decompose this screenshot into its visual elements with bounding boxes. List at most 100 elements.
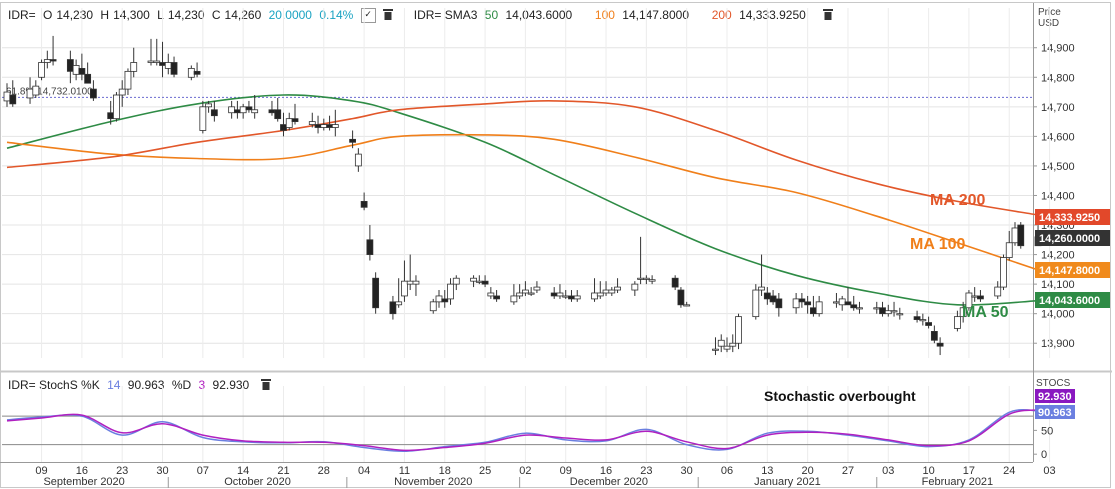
candle (26, 88, 34, 99)
candles (3, 35, 1042, 356)
change-pct: 0.14% (319, 8, 354, 22)
x-tick-label: 11 (399, 465, 410, 477)
x-tick-label: 09 (35, 465, 47, 477)
x-tick-label: 16 (76, 465, 88, 477)
d-value-tag-text: 92.930 (1038, 391, 1072, 403)
k-value: 90.963 (127, 378, 165, 392)
candle (447, 283, 454, 300)
candle (965, 292, 973, 309)
fib-label: 61.8% 14,732.0100 (6, 86, 93, 97)
candle (475, 280, 483, 283)
candle (326, 124, 333, 128)
candle (758, 286, 765, 291)
trash-icon[interactable] (260, 378, 271, 393)
x-tick-label: 23 (116, 465, 128, 477)
stoch-tick-label: 0 (1041, 449, 1047, 461)
candle (763, 292, 771, 300)
candle (210, 109, 218, 117)
candle (1005, 242, 1013, 258)
candle (631, 283, 639, 291)
candle (856, 307, 863, 310)
d-period: 3 (198, 378, 206, 392)
candle (481, 280, 489, 285)
candle (435, 295, 443, 303)
candle (648, 279, 656, 282)
ma50-price-tag-text: 14,043.6000 (1039, 295, 1100, 307)
candle (677, 289, 685, 306)
candle (591, 292, 598, 300)
x-tick-label: 10 (922, 465, 934, 477)
k-period: 14 (107, 378, 121, 392)
candle (608, 289, 616, 294)
open-value: 14,230 (56, 8, 94, 22)
candle (314, 124, 322, 128)
candle (124, 70, 132, 90)
candle (3, 91, 11, 102)
candle (815, 301, 823, 315)
candle (884, 310, 892, 315)
candle (712, 348, 719, 351)
change-value: 20.0000 (268, 8, 312, 22)
candle (556, 292, 564, 297)
candle (90, 88, 97, 99)
x-tick-label: 30 (681, 465, 693, 477)
x-tick-label: 06 (721, 465, 733, 477)
candle (118, 88, 126, 96)
ma50-period: 50 (484, 8, 499, 22)
candle (568, 295, 575, 300)
d-value-tag (1035, 389, 1075, 403)
ma200-line (6, 100, 1039, 216)
trash-icon[interactable] (823, 8, 834, 23)
x-tick-label: 03 (1043, 465, 1055, 477)
candle (637, 277, 644, 280)
candle (683, 304, 691, 307)
candle (642, 277, 650, 280)
candle (205, 103, 213, 108)
candle (268, 109, 276, 114)
candle (72, 65, 80, 75)
candle (833, 301, 840, 304)
candle (1017, 224, 1025, 247)
candle (873, 307, 881, 310)
x-tick-label: 28 (318, 465, 330, 477)
ma100-price-tag (1035, 262, 1110, 278)
x-tick-label: 14 (237, 465, 249, 477)
candle (844, 301, 852, 306)
candle (930, 331, 938, 341)
y-tick-label: 14,700 (1041, 102, 1075, 114)
trash-icon[interactable] (383, 8, 394, 23)
candle (43, 59, 51, 63)
ma50-price-tag (1035, 292, 1110, 308)
month-label: December 2020 (570, 476, 648, 488)
candle (452, 277, 460, 285)
chevron-down-icon[interactable]: ✓ (360, 8, 376, 24)
stoch-axis-title: STOCS (1036, 378, 1071, 389)
y-tick-label: 14,100 (1041, 279, 1075, 291)
candle (331, 124, 339, 128)
candle (441, 298, 449, 303)
candle (187, 68, 195, 78)
y-tick-label: 14,200 (1041, 250, 1075, 262)
candle (522, 289, 529, 294)
candle (573, 295, 581, 300)
candle (389, 301, 397, 315)
candle (84, 73, 92, 84)
candle (879, 307, 886, 315)
open-label: O (43, 8, 53, 22)
ma200-annotation: MA 200 (930, 192, 986, 209)
candle (366, 239, 374, 255)
ma200-value: 14,333.9250 (739, 8, 806, 22)
candle (493, 295, 501, 300)
stoch-tick-label: 50 (1041, 425, 1053, 437)
ma200-price-tag-text: 14,333.9250 (1039, 212, 1100, 224)
stoch-label: IDR= StochS %K (8, 378, 100, 392)
ma50-value: 14,043.6000 (505, 8, 573, 22)
candle (193, 70, 201, 75)
candle (9, 94, 17, 105)
candle (516, 292, 524, 297)
y-tick-label: 14,600 (1041, 131, 1075, 143)
x-tick-label: 30 (156, 465, 168, 477)
candle (113, 94, 120, 120)
candle (245, 106, 253, 111)
